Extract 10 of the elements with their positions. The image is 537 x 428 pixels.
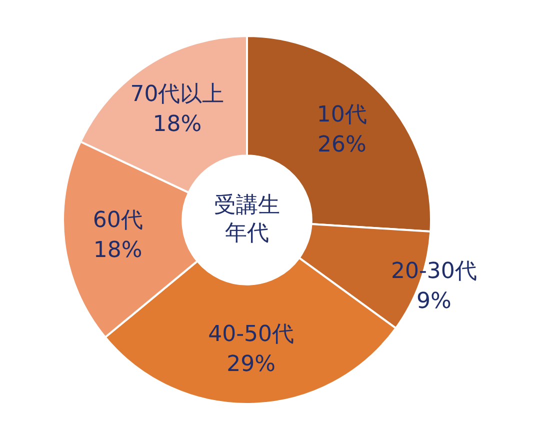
slice-label: 60代 [92,208,143,234]
data-label: 26% [317,132,366,158]
slice-label: 40-50代 [208,322,294,347]
data-label: 18% [152,112,202,137]
data-label: 9% [416,289,452,314]
data-label: 29% [226,352,276,377]
slice-label: 70代以上 [130,82,224,107]
data-label: 18% [93,238,142,264]
text: 受講生年代 [213,192,281,248]
slice-label: 10代 [316,102,367,128]
